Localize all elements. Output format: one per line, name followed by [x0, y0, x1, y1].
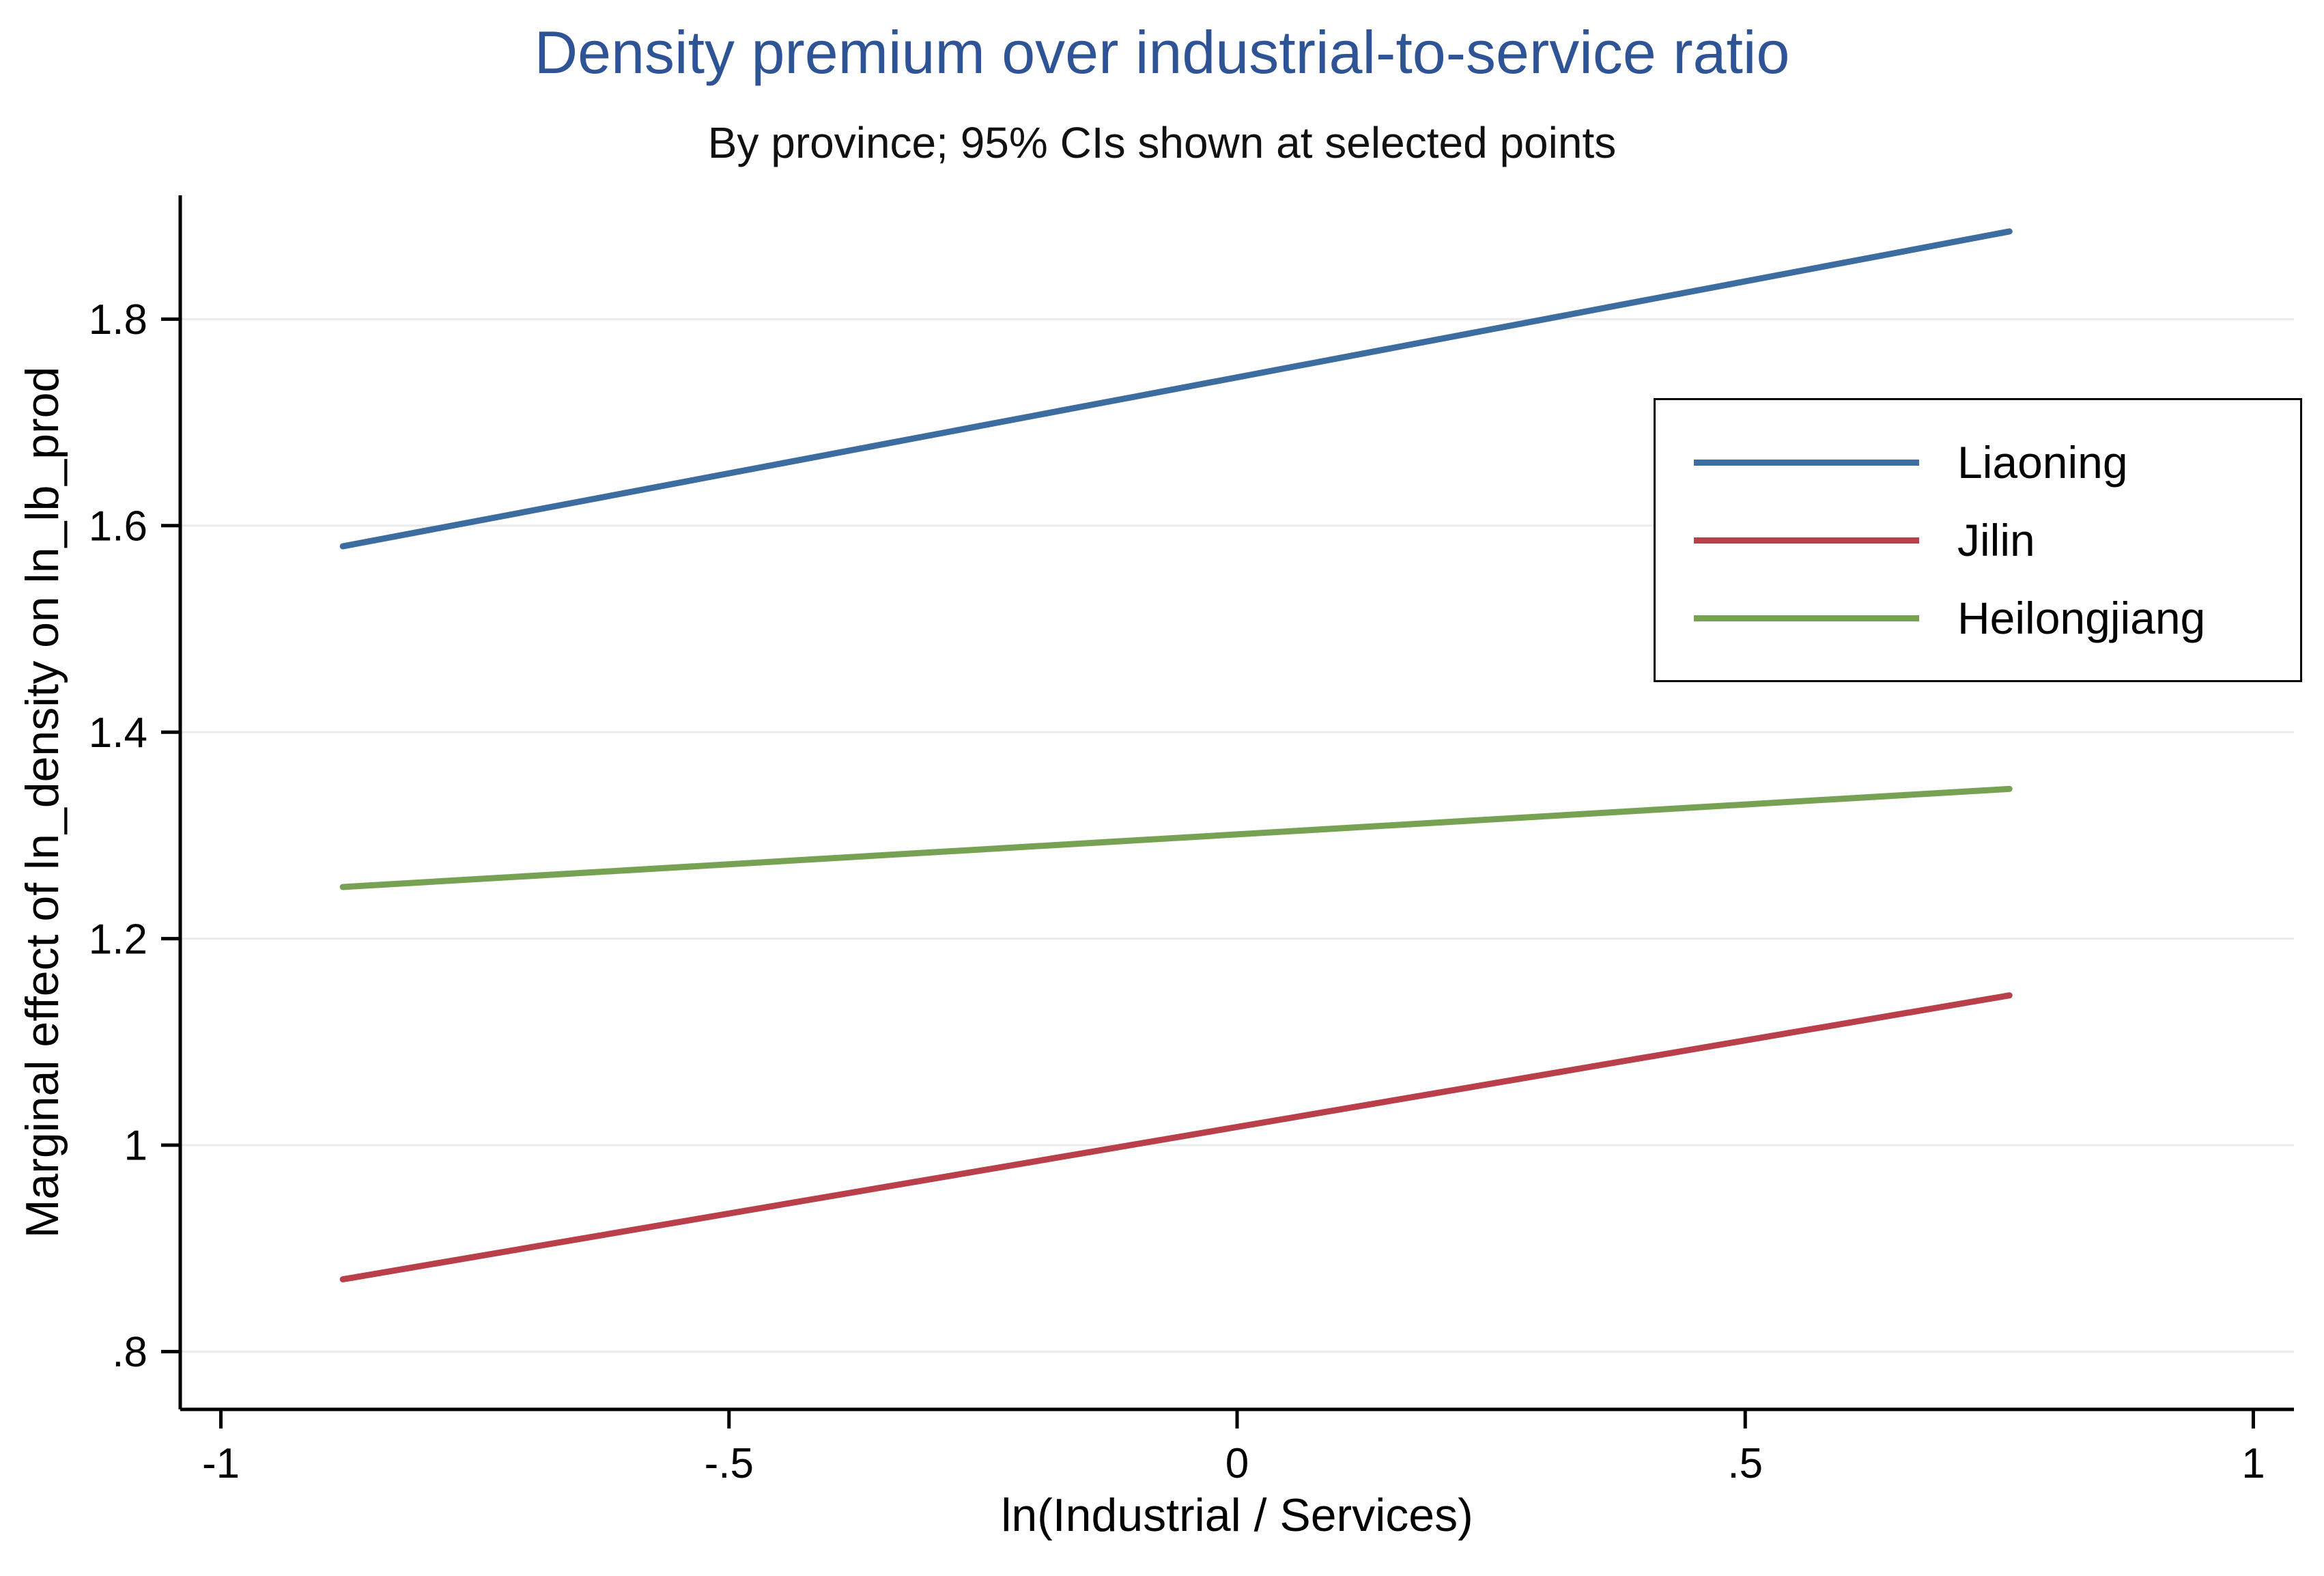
legend-label: Heilongjiang [1957, 593, 2206, 643]
legend-item-liaoning: Liaoning [1694, 423, 2286, 501]
legend: Liaoning Jilin Heilongjiang [1654, 398, 2302, 682]
y-tick-label: 1.2 [89, 916, 147, 963]
legend-item-heilongjiang: Heilongjiang [1694, 579, 2286, 657]
y-tick-label: 1.6 [89, 503, 147, 550]
y-tick-label: 1.4 [89, 709, 147, 757]
y-tick-label: 1 [124, 1123, 147, 1170]
chart-subtitle: By province; 95% CIs shown at selected p… [707, 118, 1617, 167]
chart-title: Density premium over industrial-to-servi… [534, 18, 1790, 86]
legend-item-jilin: Jilin [1694, 501, 2286, 579]
x-tick-label: -.5 [705, 1440, 754, 1487]
y-tick-label: .8 [112, 1329, 147, 1376]
series-line-heilongjiang [339, 785, 2013, 890]
legend-label: Jilin [1957, 515, 2035, 565]
series-line-liaoning [339, 228, 2013, 550]
legend-swatch-heilongjiang [1694, 615, 1919, 621]
legend-swatch-liaoning [1694, 459, 1919, 466]
x-tick-label: 0 [1225, 1440, 1249, 1487]
x-tick-label: -1 [202, 1440, 240, 1487]
legend-swatch-jilin [1694, 537, 1919, 544]
series-line-jilin [339, 992, 2013, 1282]
y-axis-label: Marginal effect of ln_density on ln_lb_p… [16, 366, 68, 1239]
x-tick-label: 1 [2241, 1440, 2265, 1487]
x-axis-label: ln(Industrial / Services) [1001, 1489, 1473, 1541]
x-tick-label: .5 [1727, 1440, 1763, 1487]
legend-label: Liaoning [1957, 437, 2128, 488]
y-tick-label: 1.8 [89, 296, 147, 343]
